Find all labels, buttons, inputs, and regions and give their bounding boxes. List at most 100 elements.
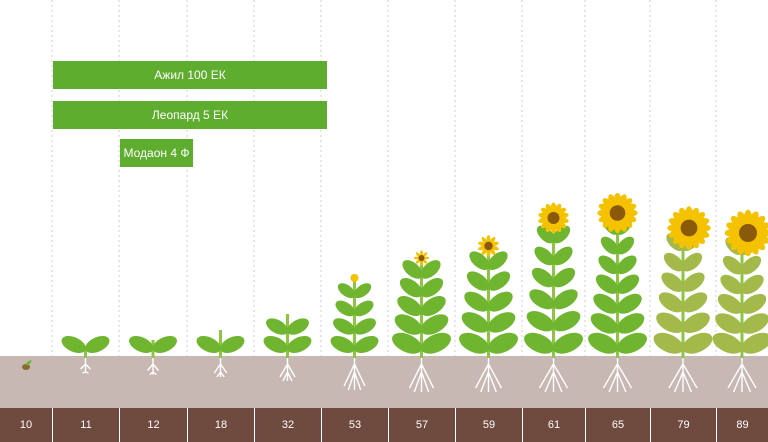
flower-disc [680,219,698,237]
soil-band [0,356,768,408]
leaf [658,292,684,313]
stage-code-59: 59 [455,408,522,442]
flower-head [597,192,638,234]
petal [673,212,687,226]
leaf [25,360,32,366]
roots [668,358,698,393]
petal [602,215,615,228]
roots [474,358,503,393]
plant-stage-10 [22,360,32,370]
petal [423,256,430,260]
leaf [552,246,573,266]
leaf [682,272,705,292]
petal [621,213,637,223]
leaf [552,267,576,288]
leaf [741,332,768,354]
petal [553,203,562,215]
roots [408,358,435,393]
leaf [459,332,489,354]
leaf [420,260,441,279]
leaf [487,271,511,291]
petal [420,250,423,257]
leaf [741,313,768,334]
roots [343,358,366,391]
roots [538,358,569,393]
leaf [661,272,684,292]
flower-head [478,235,499,257]
petal [481,247,488,255]
petal [490,241,499,247]
plant-stage-11 [61,336,110,374]
leaf [552,310,581,332]
flower-disc [739,224,757,242]
product-bar-ajil: Ажил 100 ЕК [53,61,327,89]
leaf [353,300,374,317]
petal [413,256,420,260]
plant-stage-89 [712,209,768,393]
leaf [394,314,423,335]
flower-head [724,209,768,257]
stage-code-57: 57 [388,408,455,442]
leaf [466,271,490,291]
leaf [712,332,743,354]
flower-head [538,202,569,234]
stage-code-12: 12 [119,408,187,442]
leaf [715,313,743,334]
leaf [287,336,312,354]
leaf [682,332,713,354]
leaf [717,293,743,314]
leaf [741,293,767,314]
leaf [656,312,684,333]
flower-head [413,250,430,266]
petal [679,207,689,224]
plant-stage-65 [588,192,647,393]
petal [691,230,705,244]
leaf [600,236,619,255]
leaf [421,332,451,354]
roots [213,358,228,378]
leaf [598,255,619,275]
roots [727,358,757,393]
petal [489,237,496,245]
leaf [333,318,355,335]
flower-disc [418,255,425,261]
petal [555,207,566,217]
leaf [487,312,516,333]
plant-row [22,192,768,393]
petal [668,218,685,228]
leaf [461,312,490,333]
petal [486,248,491,257]
growth-stage-scale: 10 11 12 18 32 53 57 59 61 65 79 89 [0,408,768,442]
stage-code-65: 65 [585,408,650,442]
product-bar-modaon: Модаон 4 Ф [120,139,193,167]
roots [80,358,91,374]
leaf [487,251,508,270]
petal [415,259,421,264]
leaf [420,296,446,317]
petal [679,232,689,249]
plant-stage-53 [330,274,379,391]
stage-code-53: 53 [321,408,388,442]
plant-stage-59 [459,235,518,393]
petal [553,221,562,233]
leaf [588,332,618,354]
leaf [534,246,555,266]
leaf [129,336,154,354]
leaf [330,336,355,354]
leaf [529,289,555,310]
petal [617,194,627,209]
petal [545,203,554,215]
petal [420,259,423,266]
flower-disc [609,205,626,221]
petal [478,245,487,251]
petal [602,198,615,211]
petal [489,247,496,255]
leaf [741,274,764,295]
leaf [531,267,555,288]
leaf [663,252,684,272]
leaf [335,300,356,317]
flower-disc [484,241,493,251]
leaf [354,336,379,354]
stage-code-89: 89 [716,408,768,442]
flower-disc [547,212,560,224]
